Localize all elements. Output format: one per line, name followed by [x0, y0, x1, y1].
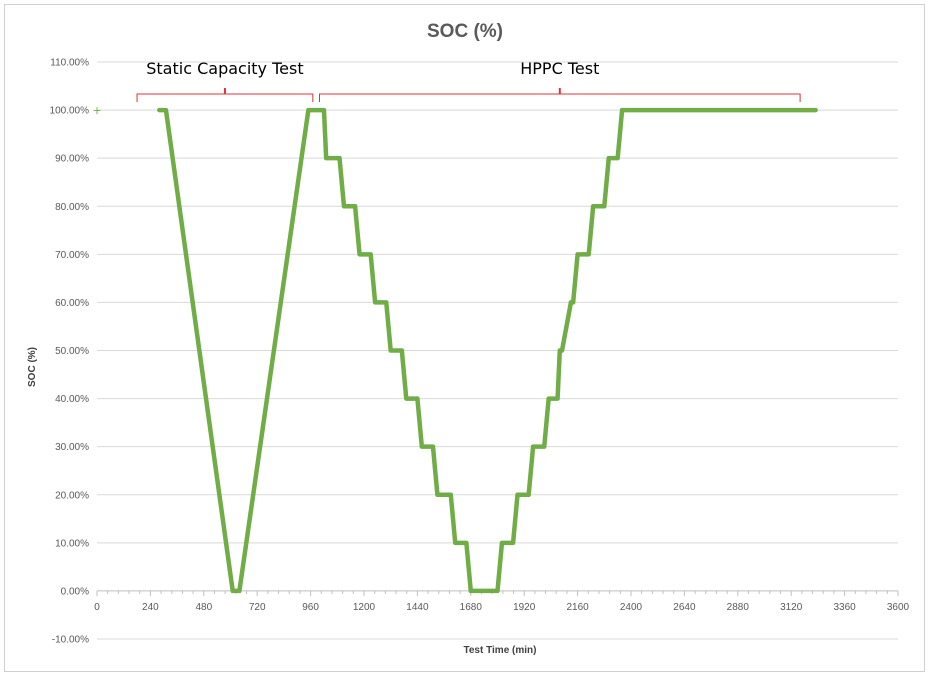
annotation-label: Static Capacity Test	[146, 59, 303, 78]
y-tick-label: 70.00%	[55, 250, 89, 261]
y-tick-label: 90.00%	[55, 154, 89, 165]
x-tick-label: 2640	[673, 602, 696, 613]
series-line	[157, 107, 818, 594]
y-tick-label: -10.00%	[52, 635, 89, 646]
chart-frame: SOC (%) -10.00% 0.00% 10.00% 20.00% 30.00% 40…	[4, 4, 925, 672]
x-tick-label: 1200	[353, 602, 376, 613]
x-tick-label: 0	[94, 602, 100, 613]
y-tick-label: 110.00%	[50, 58, 89, 69]
x-tick-label: 2400	[620, 602, 643, 613]
y-axis-ticks: -10.00% 0.00% 10.00% 20.00% 30.00% 40.00% 50.0…	[50, 58, 90, 646]
x-axis-title: Test Time (min)	[464, 645, 537, 656]
x-tick-label: 3360	[833, 602, 856, 613]
x-tick-label: 1920	[513, 602, 536, 613]
x-tick-label: 240	[142, 602, 159, 613]
x-tick-label: 2160	[566, 602, 589, 613]
y-tick-label: 60.00%	[55, 298, 89, 309]
y-tick-label: 10.00%	[55, 538, 89, 549]
x-tick-label: 3120	[780, 602, 803, 613]
x-tick-label: 1440	[406, 602, 429, 613]
y-tick-label: 30.00%	[55, 442, 89, 453]
x-tick-label: 1680	[460, 602, 483, 613]
chart-title: SOC (%)	[427, 21, 503, 42]
y-tick-label: 50.00%	[55, 346, 89, 357]
y-tick-label: 40.00%	[55, 394, 89, 405]
x-tick-label: 2880	[727, 602, 750, 613]
x-tick-label: 480	[195, 602, 212, 613]
annotation-bracket	[319, 88, 801, 102]
annotation-bracket	[136, 88, 314, 102]
y-tick-label: 0.00%	[61, 586, 89, 597]
x-tick-label: 720	[249, 602, 266, 613]
y-tick-label: 20.00%	[55, 490, 89, 501]
x-tick-label: 3600	[887, 602, 910, 613]
annotation-label: HPPC Test	[520, 59, 599, 78]
y-tick-label: 100.00%	[50, 106, 90, 117]
data-point: +	[92, 104, 101, 117]
grid-lines	[97, 61, 898, 640]
x-tick-label: 960	[302, 602, 319, 613]
soc-chart: SOC (%) -10.00% 0.00% 10.00% 20.00% 30.00% 40…	[27, 21, 910, 656]
y-axis-title: SOC (%)	[27, 347, 38, 387]
y-tick-label: 80.00%	[55, 202, 89, 213]
x-axis-ticks: 0 240 480 720 960 1200 1440 1680 1920 2160 2400 264…	[94, 590, 910, 613]
series-soc: +	[92, 104, 818, 594]
annotations: Static Capacity Test HPPC Test	[136, 59, 801, 102]
